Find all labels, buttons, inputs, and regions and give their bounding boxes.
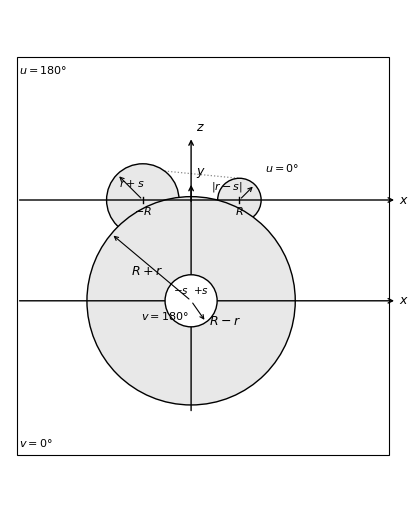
Circle shape [87, 196, 295, 405]
Text: $r + s$: $r + s$ [119, 178, 145, 189]
Text: $x$: $x$ [399, 193, 409, 207]
Text: $|r - s|$: $|r - s|$ [211, 180, 244, 194]
Text: $u = 180°$: $u = 180°$ [19, 64, 67, 76]
Circle shape [107, 164, 179, 236]
Bar [17, 57, 388, 455]
Circle shape [218, 178, 261, 222]
Text: $-R$: $-R$ [134, 205, 152, 217]
Text: $v = 180°$: $v = 180°$ [141, 310, 189, 322]
Text: $+s$: $+s$ [193, 285, 209, 296]
Text: $R - r$: $R - r$ [209, 315, 241, 328]
Text: $R$: $R$ [235, 205, 244, 217]
Text: $x$: $x$ [399, 294, 409, 308]
Text: $-s$: $-s$ [173, 286, 189, 296]
Text: $u = 0°$: $u = 0°$ [265, 162, 299, 174]
Text: $R + r$: $R + r$ [131, 265, 163, 278]
Text: $y$: $y$ [196, 166, 206, 180]
Text: $v = 0°$: $v = 0°$ [19, 437, 53, 448]
Text: $z$: $z$ [196, 121, 205, 134]
Circle shape [165, 275, 217, 327]
